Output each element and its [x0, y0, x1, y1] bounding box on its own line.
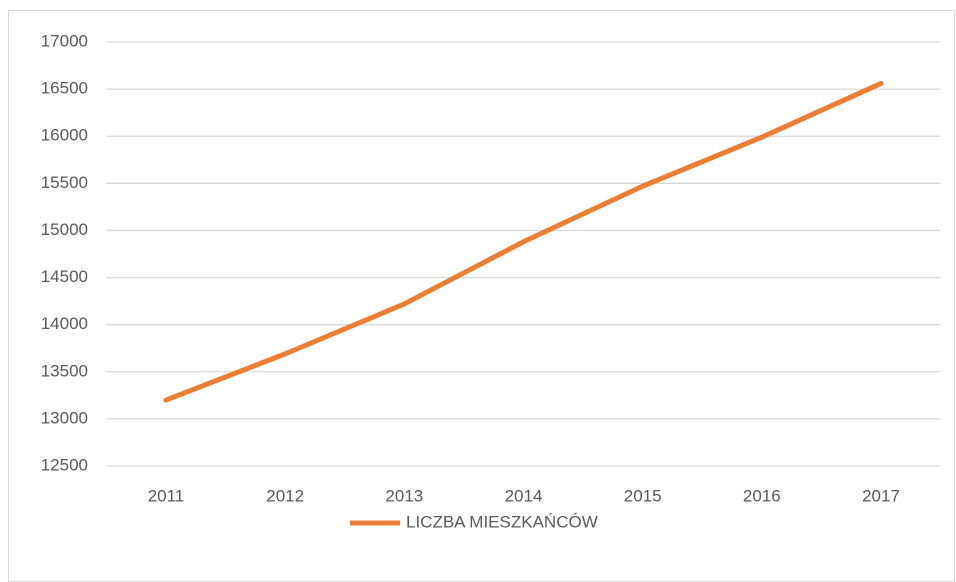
chart-frame	[8, 10, 955, 582]
legend-label: LICZBA MIESZKAŃCÓW	[406, 512, 598, 531]
x-tick-label: 2014	[505, 486, 543, 505]
y-tick-label: 14500	[41, 267, 88, 286]
y-tick-label: 12500	[41, 455, 88, 474]
y-tick-label: 14000	[41, 314, 88, 333]
x-tick-label: 2013	[385, 486, 423, 505]
x-tick-label: 2017	[862, 486, 900, 505]
data-line	[163, 80, 884, 403]
x-tick-label: 2012	[266, 486, 304, 505]
x-tick-label: 2011	[148, 486, 185, 505]
y-tick-label: 13000	[41, 408, 88, 427]
y-tick-label: 13500	[41, 361, 88, 380]
x-tick-label: 2016	[743, 486, 781, 505]
y-tick-label: 15500	[41, 173, 88, 192]
y-tick-label: 17000	[41, 31, 88, 50]
y-tick-label: 16500	[41, 79, 88, 98]
y-tick-label: 16000	[41, 126, 88, 145]
y-tick-label: 15000	[41, 220, 88, 239]
x-tick-label: 2015	[624, 486, 662, 505]
